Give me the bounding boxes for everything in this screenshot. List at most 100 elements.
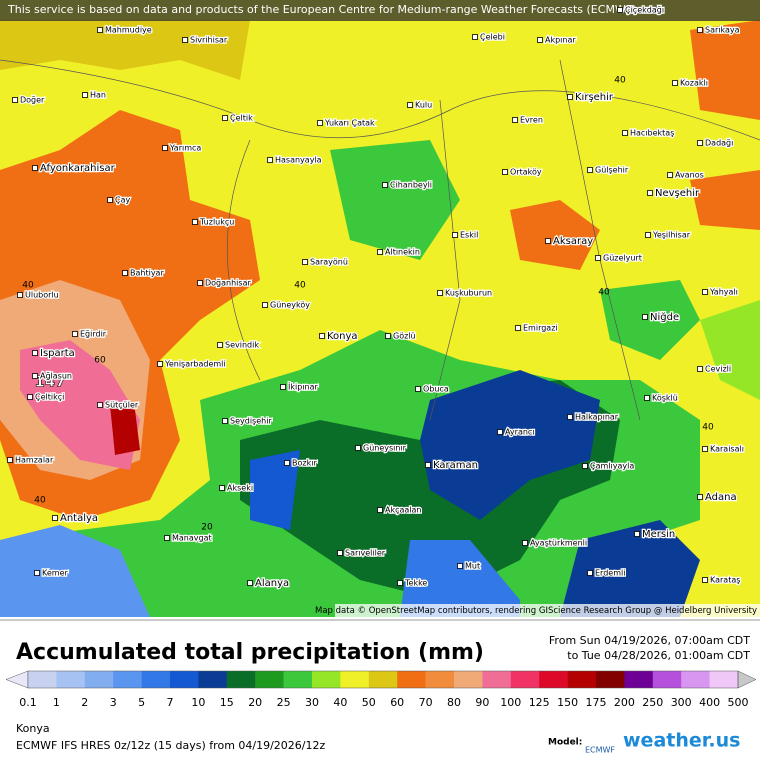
city-dot — [472, 34, 478, 40]
area — [330, 140, 460, 260]
area — [690, 20, 760, 120]
city-label: Kulu — [415, 101, 432, 110]
area — [600, 280, 700, 360]
city-label: Erdemli — [595, 569, 625, 578]
city-dot — [587, 167, 593, 173]
credits: Map data © OpenStreetMap contributors, r… — [315, 606, 757, 616]
city-dot — [52, 515, 58, 521]
city-dot — [284, 460, 290, 466]
city-label: Mut — [465, 562, 480, 571]
city-dot — [262, 302, 268, 308]
city-label: Doğer — [20, 96, 45, 105]
city-label: Gülşehir — [595, 166, 629, 175]
legend-swatch — [510, 671, 540, 688]
city-label: Alanya — [255, 578, 289, 589]
contour-label: 40 — [702, 423, 714, 433]
city-label: Ortaköy — [510, 168, 542, 177]
city-label: Sivrihisar — [190, 36, 228, 45]
legend-label: 50 — [362, 696, 376, 709]
legend-label: 2 — [81, 696, 88, 709]
legend-swatch — [397, 671, 426, 688]
city-label: Isparta — [40, 348, 75, 359]
city-label: Nevşehir — [655, 188, 700, 199]
city-label: Eğirdir — [80, 330, 107, 339]
legend-label: 25 — [277, 696, 291, 709]
contour-label: 60 — [94, 356, 106, 366]
city-dot — [107, 197, 113, 203]
city-dot — [34, 570, 40, 576]
legend-label: 20 — [248, 696, 262, 709]
city-label: Sevindik — [225, 341, 259, 350]
city-dot — [317, 120, 323, 126]
area — [0, 525, 150, 617]
city-dot — [697, 140, 703, 146]
city-label: Aksaray — [553, 236, 593, 247]
city-label: Bozkır — [292, 459, 317, 468]
city-label: Çelebi — [480, 33, 505, 42]
legend-swatch — [482, 671, 512, 688]
city-dot — [622, 130, 628, 136]
date-from: From Sun 04/19/2026, 07:00am CDT — [549, 634, 750, 647]
city-label: Çeltikçi — [35, 393, 64, 402]
city-dot — [337, 550, 343, 556]
city-dot — [17, 292, 23, 298]
city-label: Manavgat — [172, 534, 212, 543]
legend-label: 30 — [305, 696, 319, 709]
city-label: Cihanbeyli — [390, 181, 432, 190]
city-label: Hacıbektaş — [630, 129, 674, 138]
city-dot — [222, 418, 228, 424]
legend-label: 40 — [333, 696, 347, 709]
legend-swatch — [624, 671, 654, 688]
legend-swatch — [255, 671, 284, 688]
legend-swatch — [652, 671, 682, 688]
city-label: Köşklü — [652, 394, 678, 403]
city-dot — [697, 494, 703, 500]
legend-label: 200 — [614, 696, 635, 709]
city-label: Halkapınar — [575, 413, 619, 422]
legend-swatch — [312, 671, 341, 688]
city-label: Afyonkarahisar — [40, 163, 116, 174]
city-dot — [32, 373, 38, 379]
city-label: Yeşilhisar — [652, 231, 691, 240]
city-label: Yenişarbademli — [164, 360, 226, 369]
city-label: Çeltik — [230, 114, 253, 123]
area — [250, 450, 300, 530]
city-dot — [537, 37, 543, 43]
city-dot — [12, 97, 18, 103]
legend-label: 60 — [390, 696, 404, 709]
city-label: Akpınar — [545, 36, 576, 45]
city-label: Gözlü — [393, 332, 416, 341]
city-dot — [302, 259, 308, 265]
city-dot — [32, 165, 38, 171]
credits-bg — [335, 604, 760, 617]
city-dot — [697, 27, 703, 33]
legend-label: 10 — [191, 696, 205, 709]
location: Konya — [16, 722, 50, 735]
city-label: Güneyköy — [270, 301, 310, 310]
city-dot — [642, 314, 648, 320]
city-dot — [355, 445, 361, 451]
city-dot — [377, 507, 383, 513]
legend-swatch — [283, 671, 313, 688]
city-label: Hamzalar — [15, 456, 54, 465]
attribution-bg — [0, 0, 760, 21]
city-label: Obuca — [423, 385, 449, 394]
city-label: Tuzlukçu — [199, 218, 234, 227]
city-dot — [672, 80, 678, 86]
contour-label: 40 — [22, 281, 34, 291]
city-dot — [32, 350, 38, 356]
area — [420, 370, 600, 520]
city-label: Sarıkaya — [705, 26, 740, 35]
city-label: Uluborlu — [25, 291, 59, 300]
city-label: Çiçekdağı — [625, 6, 664, 15]
city-dot — [567, 414, 573, 420]
city-label: Sarayönü — [310, 258, 348, 267]
city-label: Ağlasun — [40, 372, 72, 381]
city-dot — [164, 535, 170, 541]
city-dot — [702, 289, 708, 295]
city-dot — [702, 446, 708, 452]
city-dot — [72, 331, 78, 337]
city-dot — [217, 342, 223, 348]
city-label: Eskil — [460, 231, 478, 240]
contour-label: 40 — [598, 288, 610, 298]
